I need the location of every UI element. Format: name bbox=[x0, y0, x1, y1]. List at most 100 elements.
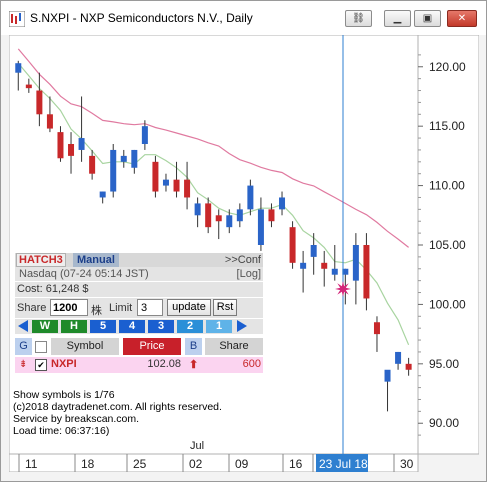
close-button[interactable]: ✕ bbox=[447, 10, 477, 27]
candle-body[interactable] bbox=[68, 144, 75, 156]
candle-body[interactable] bbox=[289, 227, 296, 263]
candle-body[interactable] bbox=[25, 84, 32, 89]
period-tab-1[interactable]: 1 bbox=[206, 320, 232, 333]
candle-body[interactable] bbox=[384, 369, 391, 382]
candle-body[interactable] bbox=[205, 203, 212, 228]
candle-body[interactable] bbox=[173, 179, 180, 192]
header-b[interactable]: B bbox=[185, 338, 202, 355]
candle-body[interactable] bbox=[15, 63, 22, 73]
limit-label: Limit bbox=[109, 302, 133, 314]
candle-body[interactable] bbox=[89, 155, 96, 174]
period-tab-h[interactable]: H bbox=[61, 320, 87, 333]
link-button[interactable]: ⛓ bbox=[345, 10, 372, 27]
info-load-time: Load time: 06:37:16) bbox=[13, 425, 110, 437]
candle-body[interactable] bbox=[78, 138, 85, 150]
candle-body[interactable] bbox=[46, 114, 53, 129]
candle-body[interactable] bbox=[236, 209, 243, 222]
candle-body[interactable] bbox=[373, 322, 380, 335]
header-price[interactable]: Price bbox=[123, 338, 181, 355]
price-tick-label: 105.00 bbox=[429, 238, 466, 252]
candle-body[interactable] bbox=[162, 179, 169, 186]
panel-name[interactable]: HATCH3 bbox=[16, 253, 66, 267]
price-tick-label: 95.00 bbox=[429, 357, 459, 371]
mode-toggle[interactable]: Manual bbox=[73, 253, 119, 267]
candle-body[interactable] bbox=[152, 161, 159, 192]
info-symbols: Show symbols is 1/76 bbox=[13, 389, 115, 401]
candlestick-chart[interactable]: 120.00 115.00 110.00 105.00 100.00 95.00 90.00… bbox=[9, 35, 479, 472]
candle-body[interactable] bbox=[268, 209, 275, 222]
info-service: Service by breakscan.com. bbox=[13, 413, 140, 425]
price-tick-label: 115.00 bbox=[429, 119, 465, 133]
date-label: 23 Jul 18 bbox=[319, 457, 368, 471]
candle-body[interactable] bbox=[352, 245, 359, 281]
candle-body[interactable] bbox=[194, 203, 201, 216]
price-tick-label: 110.00 bbox=[429, 179, 465, 193]
date-label: 16 bbox=[289, 457, 303, 471]
candle-body[interactable] bbox=[300, 262, 307, 269]
date-label: 02 bbox=[189, 457, 203, 471]
candle-body[interactable] bbox=[215, 215, 222, 222]
candle-body[interactable] bbox=[57, 132, 64, 159]
link-icon: ⛓ bbox=[352, 13, 365, 24]
period-tab-w[interactable]: W bbox=[32, 320, 58, 333]
candle-body[interactable] bbox=[342, 268, 349, 275]
signal-marker-icon bbox=[335, 281, 351, 297]
header-g[interactable]: G bbox=[15, 338, 32, 355]
date-label: 11 bbox=[25, 457, 38, 471]
candle-body[interactable] bbox=[120, 155, 127, 162]
share-label: Share bbox=[17, 302, 47, 314]
candle-body[interactable] bbox=[99, 191, 106, 198]
candle-body[interactable] bbox=[247, 185, 254, 210]
cost-label: Cost: 61,248 $ bbox=[17, 283, 89, 295]
header-share[interactable]: Share bbox=[205, 338, 263, 355]
time-axis bbox=[9, 453, 419, 472]
row-symbol[interactable]: NXPI bbox=[51, 358, 77, 370]
candle-body[interactable] bbox=[405, 363, 412, 370]
panel-header: HATCH3 Manual >>Conf bbox=[15, 253, 263, 267]
candle-body[interactable] bbox=[331, 268, 338, 275]
candle-body[interactable] bbox=[36, 90, 43, 115]
candle-body[interactable] bbox=[310, 245, 317, 257]
period-tab-4[interactable]: 4 bbox=[119, 320, 145, 333]
minimize-button[interactable]: ▁ bbox=[384, 10, 411, 27]
log-link[interactable]: [Log] bbox=[236, 268, 261, 280]
update-button[interactable]: update bbox=[167, 299, 211, 316]
prev-arrow-icon[interactable] bbox=[18, 320, 28, 332]
conf-link[interactable]: >>Conf bbox=[224, 254, 261, 266]
cursor-date-bg bbox=[316, 454, 368, 472]
row-checkbox[interactable]: ✔ bbox=[35, 359, 47, 371]
header-symbol[interactable]: Symbol bbox=[51, 338, 119, 355]
price-tick-label: 100.00 bbox=[429, 297, 466, 311]
next-arrow-icon[interactable] bbox=[237, 320, 247, 332]
date-label: 25 bbox=[133, 457, 147, 471]
candle-body[interactable] bbox=[363, 245, 370, 299]
table-row[interactable]: ⇟ ✔ NXPI 102.08 ⬆ 600 bbox=[15, 357, 263, 373]
candle-body[interactable] bbox=[279, 197, 286, 210]
candle-body[interactable] bbox=[110, 149, 117, 192]
period-tab-2[interactable]: 2 bbox=[177, 320, 203, 333]
row-share: 600 bbox=[242, 358, 261, 370]
window-title: S.NXPI - NXP Semiconductors N.V., Daily bbox=[30, 11, 253, 25]
up-arrow-icon: ⬆ bbox=[189, 359, 199, 371]
candle-body[interactable] bbox=[321, 262, 328, 269]
candle-body[interactable] bbox=[226, 215, 233, 228]
period-tab-3[interactable]: 3 bbox=[148, 320, 174, 333]
limit-input[interactable] bbox=[137, 299, 163, 316]
select-all-checkbox[interactable] bbox=[35, 341, 47, 353]
moving-average-long-line bbox=[17, 48, 409, 248]
share-row: Share 株 Limit update Rst bbox=[15, 298, 263, 318]
restore-button[interactable]: ▣ bbox=[414, 10, 441, 27]
candle-body[interactable] bbox=[131, 149, 138, 168]
month-label: Jul bbox=[190, 440, 204, 452]
candle-body[interactable] bbox=[395, 351, 402, 364]
price-axis bbox=[417, 35, 479, 455]
reset-button[interactable]: Rst bbox=[213, 299, 237, 316]
candle-body[interactable] bbox=[257, 209, 264, 245]
share-unit: 株 bbox=[91, 305, 102, 317]
candle-body[interactable] bbox=[141, 126, 148, 144]
candle-body[interactable] bbox=[184, 179, 191, 198]
share-input[interactable] bbox=[50, 299, 88, 316]
title-bar: S.NXPI - NXP Semiconductors N.V., Daily … bbox=[1, 1, 486, 35]
period-tab-5[interactable]: 5 bbox=[90, 320, 116, 333]
